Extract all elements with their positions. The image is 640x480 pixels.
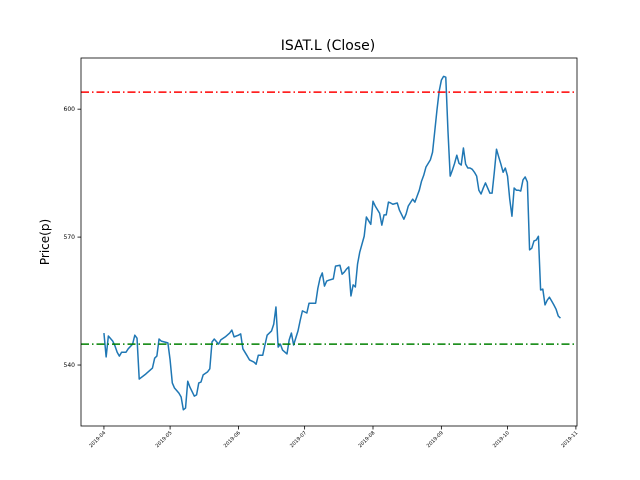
y-axis-label: Price(p) <box>38 219 52 265</box>
y-tick-label: 600 <box>64 106 76 113</box>
plot-frame <box>80 57 578 427</box>
chart-title: ISAT.L (Close) <box>281 38 375 54</box>
price-line <box>103 75 561 411</box>
y-tick-label: 540 <box>64 362 76 369</box>
y-tick-label: 570 <box>64 234 76 241</box>
